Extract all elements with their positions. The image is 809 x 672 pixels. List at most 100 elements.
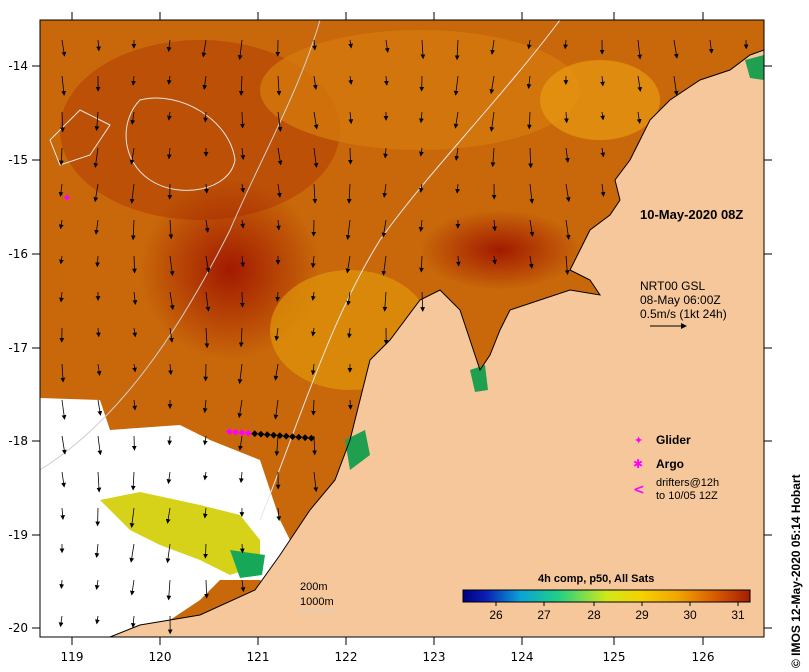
current-legend-line1: NRT00 GSL bbox=[640, 279, 705, 293]
current-vector bbox=[529, 219, 535, 237]
current-vector bbox=[277, 147, 283, 166]
current-vector bbox=[204, 327, 210, 349]
current-vector bbox=[565, 183, 571, 203]
current-vector bbox=[600, 147, 606, 158]
contour-eddy-1 bbox=[49, 109, 111, 166]
current-vector bbox=[453, 111, 459, 129]
y-tick-label: -15 bbox=[8, 153, 28, 167]
current-vector bbox=[419, 255, 424, 273]
drifter-point: ◆ bbox=[295, 433, 302, 443]
current-vector bbox=[346, 183, 352, 204]
x-tick-label: 124 bbox=[511, 650, 534, 664]
current-vector bbox=[310, 363, 316, 376]
current-vector bbox=[129, 579, 135, 596]
colorbar-tick-label: 26 bbox=[489, 608, 503, 622]
drifters-label-1: drifters@12h bbox=[656, 477, 719, 489]
colorbar: 4h comp, p50, All Sats 26 27 28 29 30 31 bbox=[462, 573, 751, 622]
current-vector bbox=[58, 147, 64, 166]
glider-label: Glider bbox=[656, 433, 691, 447]
current-vector bbox=[61, 39, 67, 57]
current-vector bbox=[348, 75, 354, 85]
x-axis: 119 120 121 122 123 124 125 126 bbox=[61, 12, 715, 664]
current-vector bbox=[61, 75, 67, 96]
current-vector bbox=[600, 75, 605, 87]
current-vector bbox=[637, 39, 643, 60]
current-vector bbox=[346, 291, 352, 306]
x-tick-label: 123 bbox=[423, 650, 446, 664]
current-vector bbox=[237, 399, 243, 419]
y-tick-label: -16 bbox=[8, 247, 28, 261]
current-vector bbox=[313, 111, 319, 130]
current-vector bbox=[168, 363, 173, 376]
glider-marker-map: ✦ bbox=[62, 191, 72, 205]
current-vector bbox=[529, 183, 535, 204]
current-vector bbox=[203, 543, 208, 559]
current-vector bbox=[384, 75, 389, 86]
drifter-point: ◆ bbox=[302, 433, 309, 443]
current-vector bbox=[201, 39, 207, 58]
current-vectors bbox=[58, 39, 749, 635]
contour-200m bbox=[259, 19, 561, 521]
current-vector bbox=[166, 147, 172, 160]
current-vector bbox=[95, 255, 100, 268]
drifter-point: ◆ bbox=[276, 431, 283, 441]
hot-core-east bbox=[420, 210, 580, 290]
current-vector bbox=[240, 579, 246, 593]
x-tick-label: 126 bbox=[692, 650, 715, 664]
current-vector bbox=[489, 111, 495, 132]
current-vector bbox=[169, 327, 174, 343]
current-vector bbox=[238, 75, 244, 96]
current-vector bbox=[240, 255, 246, 268]
coastal-green-2 bbox=[470, 365, 488, 392]
current-vector bbox=[169, 291, 175, 311]
current-vector bbox=[313, 471, 319, 493]
current-vector bbox=[96, 327, 101, 338]
current-vector bbox=[276, 507, 282, 522]
x-tick-label: 125 bbox=[603, 650, 626, 664]
x-tick-label: 119 bbox=[61, 650, 84, 664]
current-vector bbox=[202, 399, 208, 414]
x-tick-label: 122 bbox=[335, 650, 358, 664]
current-vector bbox=[94, 111, 100, 132]
y-tick-label: -14 bbox=[8, 59, 28, 73]
drifters-label-2: to 10/05 12Z bbox=[656, 490, 718, 502]
current-vector bbox=[205, 291, 211, 312]
current-vector bbox=[132, 291, 138, 305]
symbol-legend: ✦ Glider ✱ Argo < drifters@12h to 10/05 … bbox=[633, 433, 719, 502]
drifter-point: ◆ bbox=[251, 429, 258, 439]
colorbar-tick-label: 30 bbox=[683, 608, 697, 622]
current-vector bbox=[492, 219, 497, 232]
drifter-point: ◆ bbox=[264, 430, 271, 440]
current-vector bbox=[526, 75, 532, 89]
current-vector bbox=[96, 471, 102, 493]
current-vector bbox=[311, 327, 316, 337]
current-vector bbox=[129, 543, 135, 563]
current-vector bbox=[274, 327, 280, 341]
current-vector bbox=[205, 255, 211, 273]
y-tick-label: -19 bbox=[8, 528, 28, 542]
colorbar-tick-label: 28 bbox=[587, 608, 601, 622]
current-vector bbox=[345, 255, 351, 274]
current-vector bbox=[708, 39, 714, 54]
colorbar-title: 4h comp, p50, All Sats bbox=[538, 573, 654, 585]
current-vector bbox=[273, 399, 279, 420]
current-legend-line3: 0.5m/s (1kt 24h) bbox=[640, 307, 727, 321]
current-vector bbox=[345, 219, 351, 240]
current-vector bbox=[312, 75, 318, 90]
current-vector bbox=[418, 219, 424, 233]
current-vector bbox=[526, 39, 532, 50]
current-vector bbox=[95, 615, 100, 625]
current-vector bbox=[202, 507, 208, 519]
current-vector bbox=[348, 39, 353, 49]
current-vector bbox=[274, 435, 280, 457]
current-vector bbox=[166, 39, 172, 52]
contour-1000m bbox=[39, 19, 321, 471]
plot-area: ◆ ◆ ◆ ◆ ◆ ◆ ◆ ◆ ◆ ◆ ◆ ◆ ◆ ◆ ✦ bbox=[39, 19, 765, 638]
current-vector bbox=[202, 435, 208, 446]
coastline bbox=[109, 49, 765, 638]
current-vector bbox=[489, 75, 495, 95]
current-vector bbox=[419, 147, 424, 157]
drifter-point: ◆ bbox=[232, 428, 239, 438]
current-vector bbox=[382, 183, 388, 198]
current-vector bbox=[61, 471, 66, 488]
